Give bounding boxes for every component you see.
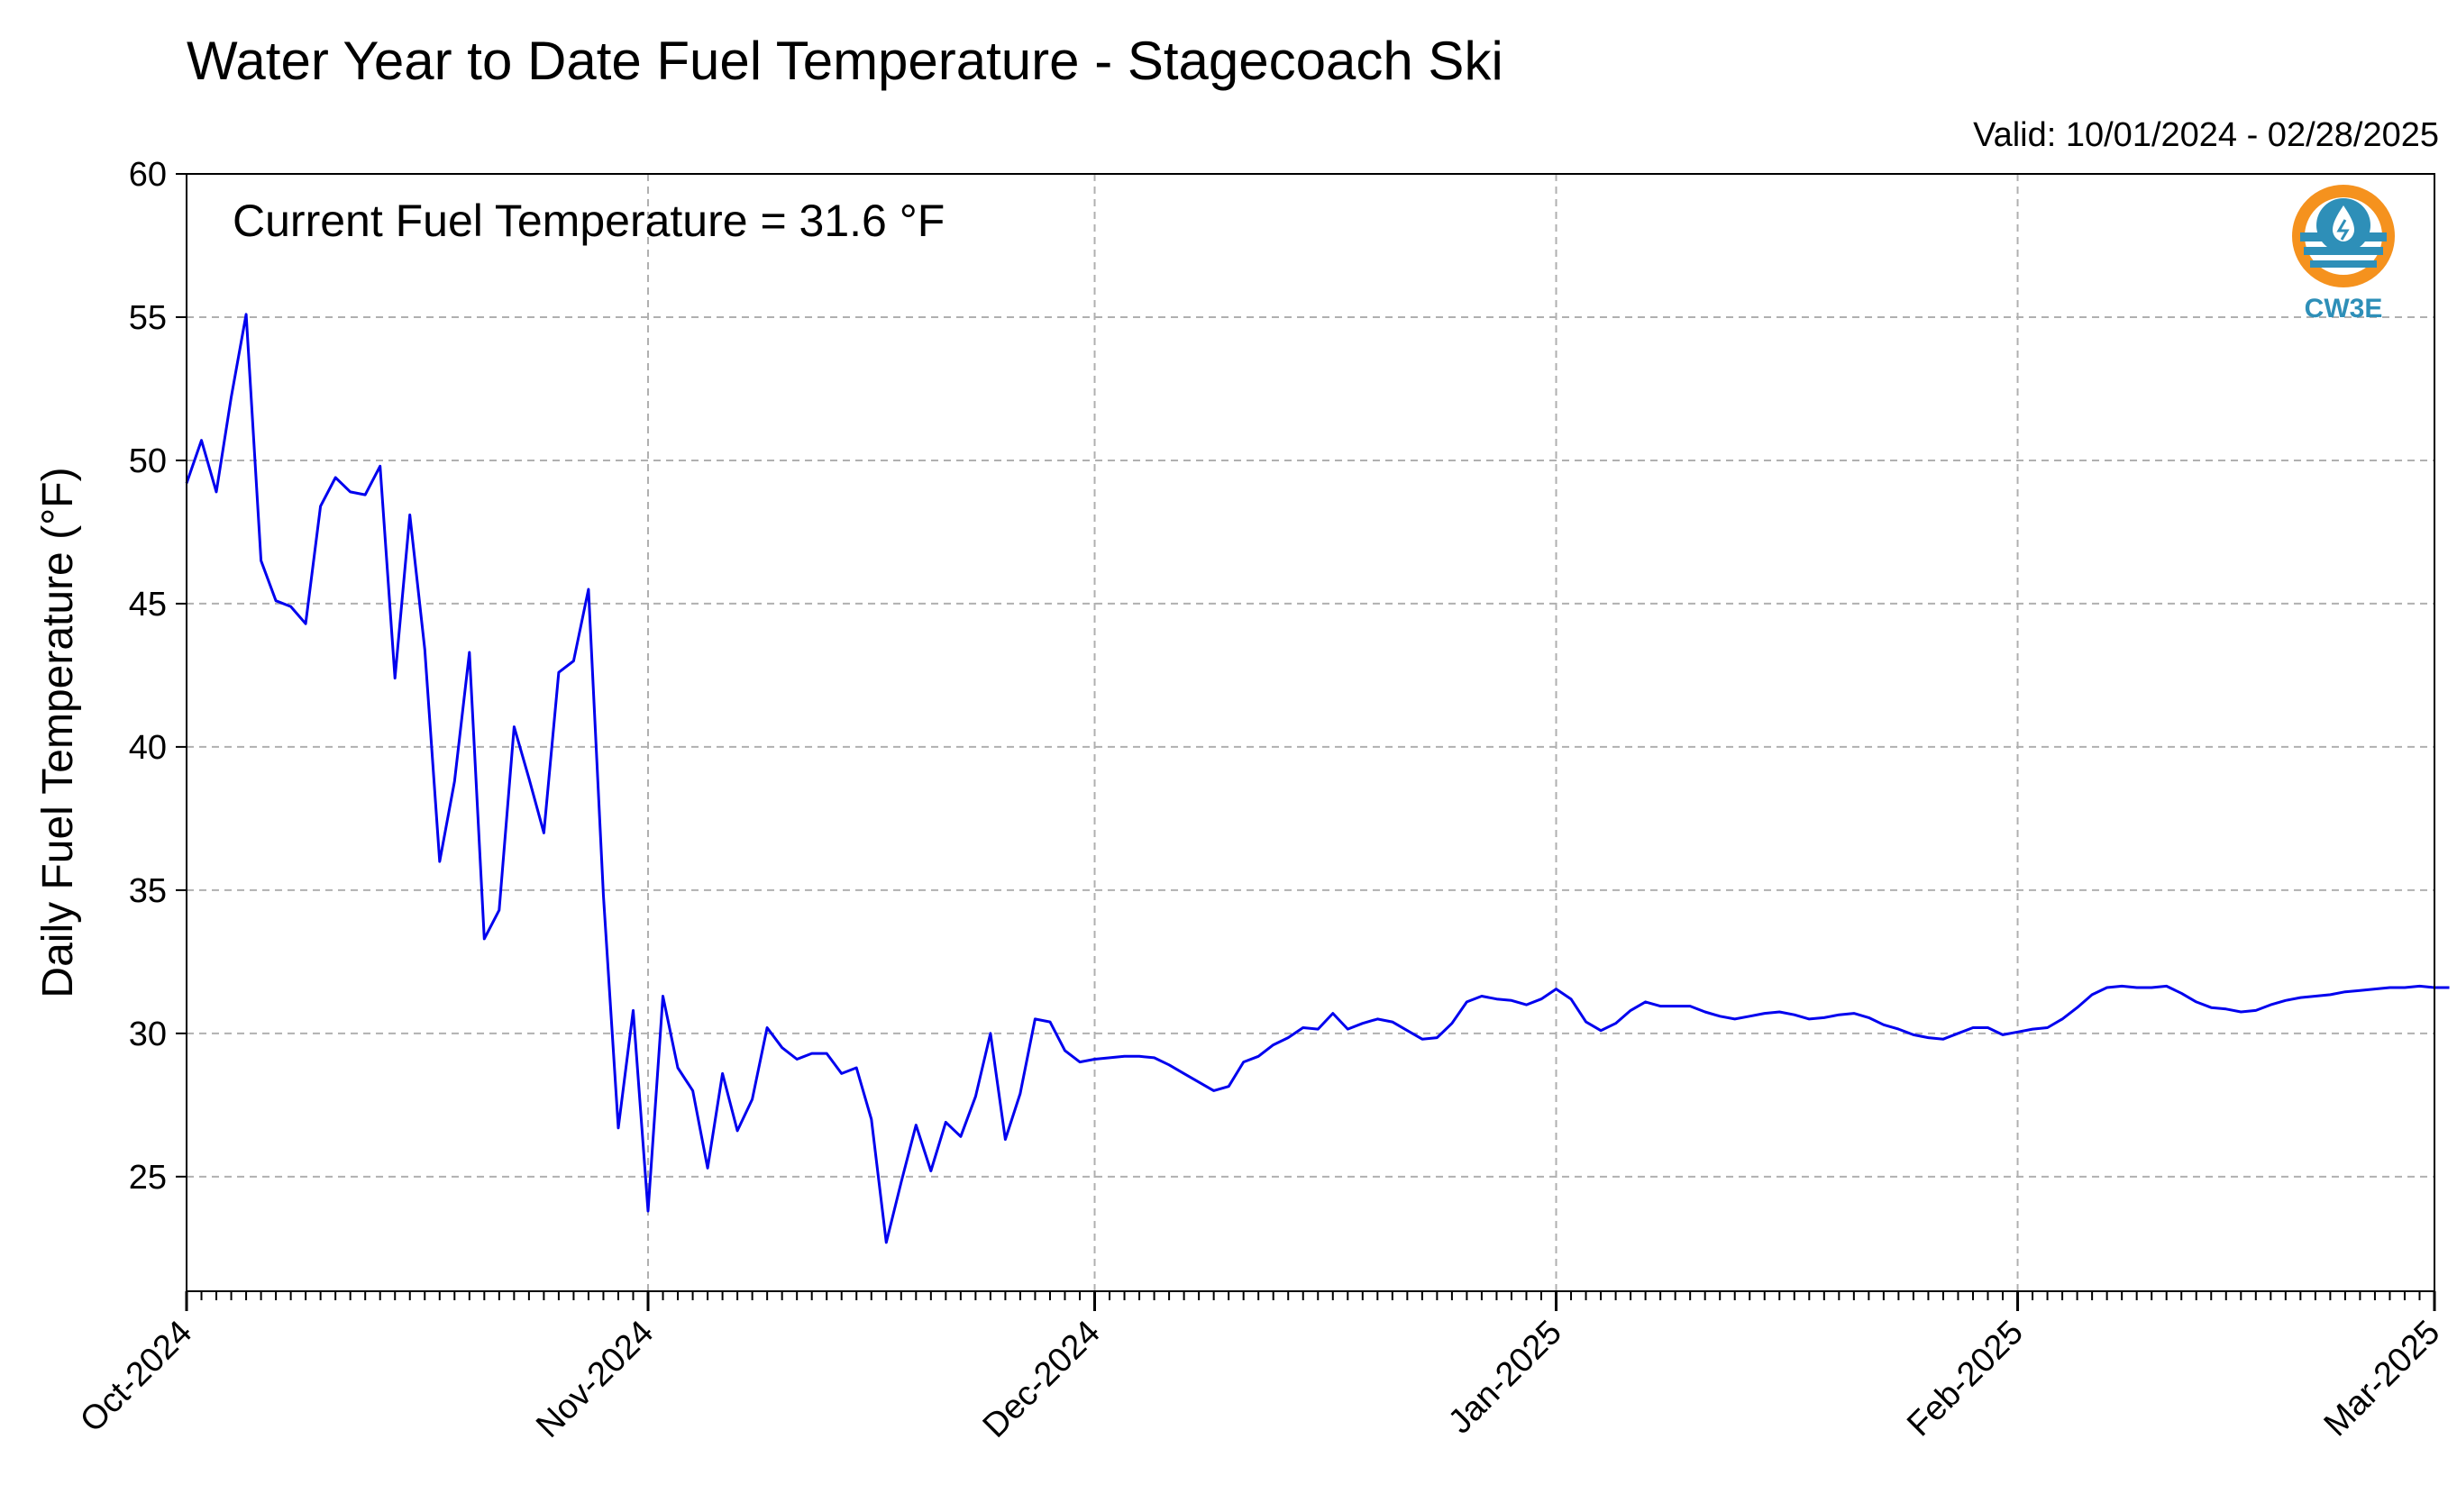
y-tick-label: 30	[129, 1016, 167, 1053]
y-tick-label: 40	[129, 729, 167, 767]
plot-frame	[186, 173, 2435, 1292]
current-temp-annotation: Current Fuel Temperature = 31.6 °F	[233, 196, 945, 246]
series-line	[185, 313, 2450, 1244]
x-tick-label: Oct-2024	[73, 1314, 199, 1440]
x-tick-label: Nov-2024	[529, 1314, 661, 1445]
y-tick-label: 55	[129, 299, 167, 337]
logo-text: CW3E	[2305, 294, 2383, 323]
x-tick-label: Feb-2025	[1900, 1314, 2031, 1444]
y-ticks: 25 30 35 40 45 50 55 60	[129, 156, 187, 1197]
cw3e-logo: CW3E	[2292, 185, 2395, 323]
y-tick-label: 35	[129, 872, 167, 910]
gridlines	[187, 174, 2434, 1291]
x-tick-label: Dec-2024	[976, 1314, 1108, 1445]
y-tick-label: 45	[129, 586, 167, 624]
x-major-ticks	[185, 1291, 2436, 1311]
y-axis-label: Daily Fuel Temperature (°F)	[34, 467, 82, 997]
y-tick-label: 50	[129, 442, 167, 480]
x-minor-ticks	[186, 1291, 2435, 1300]
logo-ring	[2292, 185, 2395, 287]
y-tick-label: 60	[129, 156, 167, 194]
x-tick-labels: Oct-2024 Nov-2024 Dec-2024 Jan-2025 Feb-2025…	[73, 1314, 2447, 1445]
x-tick-label: Jan-2025	[1441, 1314, 1569, 1442]
x-tick-label: Mar-2025	[2317, 1314, 2448, 1444]
y-tick-label: 25	[129, 1159, 167, 1197]
chart-title: Water Year to Date Fuel Temperature - St…	[187, 31, 1503, 91]
valid-range: Valid: 10/01/2024 - 02/28/2025	[1973, 116, 2439, 154]
